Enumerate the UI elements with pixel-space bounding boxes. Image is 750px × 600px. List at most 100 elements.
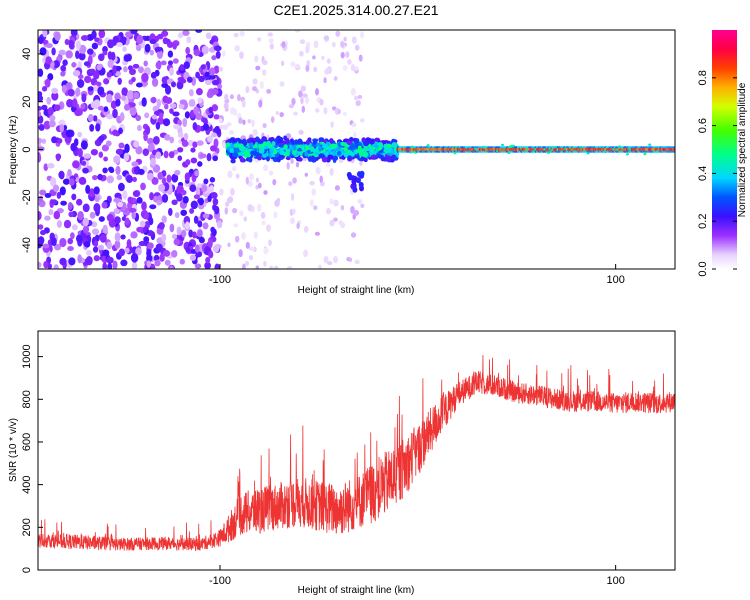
noise-cell: [43, 163, 49, 172]
noise-cell: [311, 188, 316, 196]
noise-cell: [323, 255, 329, 264]
noise-cell: [325, 163, 330, 168]
noise-cell: [75, 87, 81, 97]
noise-cell: [355, 100, 361, 107]
noise-cell: [52, 184, 60, 192]
noise-cell: [343, 111, 347, 117]
signal-cell: [269, 136, 275, 142]
signal-cell: [297, 157, 303, 162]
signal-cell: [648, 143, 652, 146]
noise-cell: [186, 76, 193, 83]
noise-cell: [114, 216, 121, 224]
noise-cell: [354, 259, 360, 265]
signal-cell: [370, 154, 377, 159]
signal-cell: [380, 156, 386, 161]
noise-cell: [209, 177, 216, 183]
noise-cell: [243, 216, 248, 222]
noise-cell: [38, 137, 43, 144]
noise-cell: [44, 215, 51, 221]
noise-cell: [310, 198, 314, 207]
noise-cell: [323, 107, 328, 115]
noise-cell: [117, 201, 124, 208]
noise-cell: [155, 121, 161, 130]
noise-cell: [254, 55, 259, 63]
noise-cell: [222, 124, 229, 131]
noise-cell: [98, 53, 105, 62]
noise-cell: [182, 117, 188, 128]
signal-cell: [344, 147, 348, 152]
noise-cell: [200, 64, 206, 70]
signal-cell: [586, 152, 590, 155]
noise-cell: [93, 240, 99, 247]
noise-cell: [204, 261, 212, 269]
noise-cell: [98, 216, 105, 222]
noise-cell: [213, 244, 220, 253]
noise-cell: [67, 168, 72, 177]
noise-cell: [253, 231, 258, 239]
noise-cell: [193, 49, 201, 57]
noise-cell: [245, 176, 249, 185]
noise-cell: [135, 247, 142, 256]
noise-cell: [106, 241, 113, 250]
signal-cell: [368, 147, 372, 152]
noise-cell: [164, 259, 171, 266]
noise-cell: [319, 98, 324, 106]
noise-cell: [184, 111, 190, 119]
noise-cell: [207, 135, 213, 143]
noise-cell: [173, 238, 180, 246]
y-tick-label: 40: [21, 48, 33, 60]
noise-cell: [179, 258, 185, 265]
noise-cell: [156, 98, 162, 108]
noise-cell: [93, 203, 101, 213]
signal-cell: [358, 181, 364, 188]
signal-cell: [259, 146, 265, 151]
noise-cell: [126, 238, 132, 249]
noise-cell: [288, 181, 293, 187]
noise-cell: [211, 79, 220, 86]
signal-cell: [285, 148, 291, 153]
noise-cell: [112, 108, 118, 119]
noise-cell: [186, 36, 192, 44]
noise-cell: [151, 77, 159, 87]
noise-cell: [115, 98, 121, 107]
noise-cell: [139, 220, 146, 228]
signal-cell: [315, 142, 321, 147]
noise-cell: [44, 192, 52, 199]
noise-cell: [126, 174, 133, 184]
noise-cell: [68, 178, 75, 186]
noise-cell: [209, 67, 216, 76]
noise-cell: [83, 61, 91, 67]
noise-cell: [118, 142, 125, 149]
colorbar-tick-label: 0.0: [697, 261, 709, 276]
signal-cell: [276, 158, 281, 163]
signal-cell: [349, 145, 354, 151]
noise-cell: [38, 195, 43, 203]
signal-cell: [244, 150, 249, 157]
noise-cell: [72, 98, 78, 108]
noise-cell: [325, 208, 331, 215]
noise-cell: [183, 61, 191, 69]
noise-cell: [269, 43, 274, 50]
signal-cell: [248, 157, 253, 163]
noise-cell: [92, 71, 100, 80]
noise-cell: [124, 31, 133, 38]
noise-cell: [156, 199, 162, 206]
noise-cell: [87, 48, 94, 55]
signal-cell: [426, 144, 430, 147]
noise-cell: [97, 244, 105, 251]
signal-cell: [265, 156, 271, 162]
noise-cell: [350, 64, 356, 72]
noise-cell: [81, 93, 87, 103]
noise-cell: [168, 207, 173, 216]
noise-cell: [208, 250, 214, 259]
noise-cell: [70, 142, 77, 152]
noise-cell: [313, 40, 319, 49]
noise-cell: [275, 110, 280, 116]
noise-cell: [218, 118, 223, 123]
noise-cell: [210, 88, 219, 95]
noise-cell: [198, 236, 205, 244]
noise-cell: [131, 161, 139, 167]
noise-cell: [161, 233, 167, 242]
noise-cell: [114, 232, 121, 242]
noise-cell: [302, 93, 308, 98]
